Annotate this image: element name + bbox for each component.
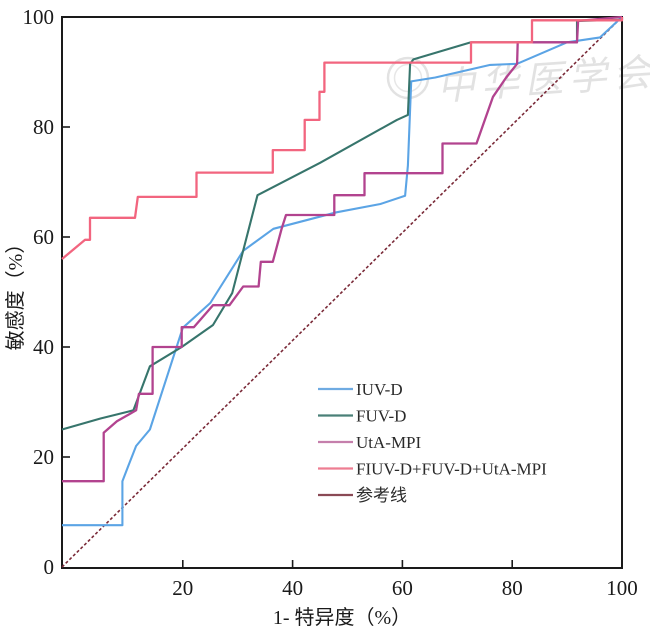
legend-item: IUV-D: [318, 380, 403, 399]
x-tick-label: 40: [282, 576, 303, 600]
y-tick-label: 100: [23, 5, 55, 29]
legend-item-label: FUV-D: [356, 407, 406, 426]
legend-item-label: UtA-MPI: [356, 433, 422, 452]
y-tick-label: 20: [33, 445, 54, 469]
watermark-text: 中华医学会: [436, 52, 650, 109]
legend-item: UtA-MPI: [318, 433, 422, 452]
y-tick-label: 0: [44, 555, 55, 579]
legend-item: FUV-D: [318, 407, 406, 426]
series-line-FIUV-D+FUV-D+UtA-MPI: [61, 17, 624, 260]
legend-item-label: 参考线: [356, 486, 407, 505]
x-tick-label: 100: [606, 576, 638, 600]
series-line-UtA-MPI: [62, 15, 623, 483]
y-tick-label: 80: [33, 115, 54, 139]
series-line-参考线: [61, 16, 623, 568]
legend-item: 参考线: [318, 486, 407, 505]
roc-curves: [61, 15, 624, 568]
plot-area: 20 40 60 80 100 0 20 40 60 80 100: [23, 5, 638, 600]
x-tick-label: 60: [392, 576, 413, 600]
y-tick-label: 40: [33, 335, 54, 359]
y-tick-label: 60: [33, 225, 54, 249]
watermark: 中华医学会: [386, 52, 650, 109]
series-line-IUV-D: [62, 16, 623, 527]
x-tick-label: 20: [172, 576, 193, 600]
legend-item: FIUV-D+FUV-D+UtA-MPI: [318, 460, 547, 479]
legend-item-label: IUV-D: [356, 380, 403, 399]
legend-item-label: FIUV-D+FUV-D+UtA-MPI: [356, 460, 547, 479]
x-tick-label: 80: [502, 576, 523, 600]
x-axis-title: 1- 特异度（%）: [273, 606, 411, 629]
legend: IUV-D FUV-D UtA-MPI FIUV-D+FUV-D+UtA-MPI 参考线: [318, 380, 547, 505]
plot-border: [61, 16, 623, 569]
y-axis-title: 敏感度（%）: [4, 234, 27, 351]
watermark-seal-inner-circle: [393, 63, 423, 93]
